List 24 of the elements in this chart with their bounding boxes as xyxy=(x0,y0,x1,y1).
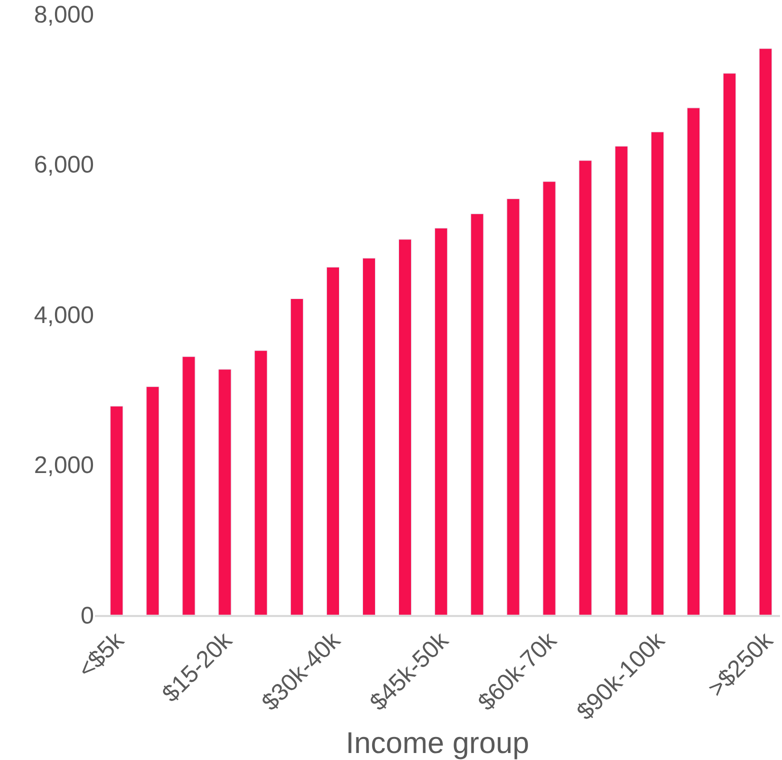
bar xyxy=(254,350,268,615)
y-tick-label: 4,000 xyxy=(34,302,94,329)
bar xyxy=(542,181,556,615)
bar xyxy=(434,228,448,615)
bar xyxy=(398,239,412,615)
bar xyxy=(614,146,628,615)
bar xyxy=(578,160,592,615)
x-axis-title: Income group xyxy=(346,727,530,760)
bar xyxy=(506,198,520,615)
bar xyxy=(182,356,196,615)
bar xyxy=(110,406,124,615)
bar xyxy=(290,298,304,615)
y-tick-label: 6,000 xyxy=(34,152,94,179)
bar xyxy=(722,73,736,615)
bar xyxy=(686,108,700,615)
y-tick-label: 8,000 xyxy=(34,1,94,28)
bar xyxy=(218,369,232,615)
bar xyxy=(362,258,376,615)
bar xyxy=(326,266,340,615)
bar xyxy=(759,48,772,615)
y-tick-label: 2,000 xyxy=(34,452,94,480)
bar xyxy=(146,386,160,615)
bar xyxy=(470,214,484,615)
bar xyxy=(650,132,664,615)
